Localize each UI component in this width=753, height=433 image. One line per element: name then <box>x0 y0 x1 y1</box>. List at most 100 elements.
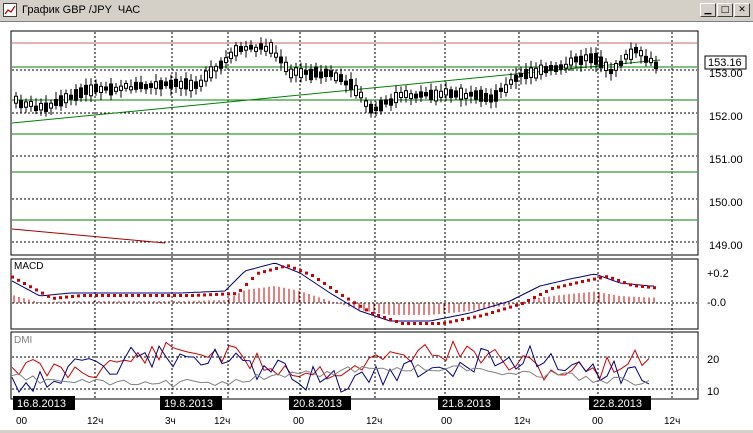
candle-body <box>444 88 448 96</box>
candle-body <box>654 61 658 69</box>
candle-body <box>539 64 543 75</box>
price-panel[interactable] <box>10 30 699 256</box>
date-label: 19.8.2013 <box>164 398 213 410</box>
candle-body <box>579 55 583 66</box>
macd-signal-dot <box>485 312 488 316</box>
candle-body <box>574 56 578 63</box>
candle-body <box>79 87 83 99</box>
window-titlebar[interactable]: График GBP /JPY ЧАС ▁ □ ✕ <box>0 0 753 22</box>
macd-signal-dot <box>65 295 68 299</box>
current-price-box <box>704 55 747 70</box>
macd-signal-dot <box>647 285 650 289</box>
macd-signal-dot <box>113 294 116 297</box>
macd-signal-dot <box>53 296 56 300</box>
dmi-minus-line <box>11 344 650 393</box>
macd-signal-dot <box>341 294 344 297</box>
macd-signal-dot <box>329 286 332 289</box>
candle-body <box>324 68 328 78</box>
candle-body <box>149 83 153 89</box>
macd-signal-dot <box>389 318 392 321</box>
macd-signal-dot <box>17 278 20 282</box>
candle-body <box>209 66 213 79</box>
hour-label: 12ч <box>214 416 230 427</box>
candle-body <box>204 70 208 82</box>
candle-body <box>229 51 233 59</box>
candle-body <box>179 80 183 89</box>
dmi-label-20: 20 <box>707 354 719 366</box>
macd-signal-dot <box>137 294 140 297</box>
macd-signal-dot <box>269 268 272 272</box>
macd-signal-dot <box>443 321 446 325</box>
candle-body <box>164 81 168 87</box>
macd-signal-dot <box>461 318 464 321</box>
macd-signal-dot <box>635 284 638 288</box>
candle-body <box>39 102 43 111</box>
macd-signal-dot <box>197 293 200 297</box>
candle-body <box>529 67 533 78</box>
candle-body <box>94 83 98 93</box>
macd-series <box>11 262 656 325</box>
candle-body <box>169 79 173 89</box>
candle-body <box>319 71 323 79</box>
macd-signal-dot <box>41 291 44 295</box>
macd-signal-dot <box>545 290 548 293</box>
chart-canvas[interactable]: 153.00 152.00 151.00 150.00 149.00 153.1… <box>0 23 753 430</box>
candle-body <box>564 63 568 69</box>
candle-body <box>54 99 58 106</box>
macd-signal-dot <box>569 282 572 286</box>
macd-signal-dot <box>431 322 434 325</box>
macd-signal-dot <box>539 293 542 296</box>
macd-signal-dot <box>437 322 440 325</box>
macd-signal-dot <box>215 292 218 296</box>
chart-area[interactable]: 153.00 152.00 151.00 150.00 149.00 153.1… <box>0 22 753 430</box>
candle-body <box>129 86 133 91</box>
maximize-button[interactable]: □ <box>717 3 733 17</box>
macd-signal-dot <box>155 294 158 297</box>
macd-signal-dot <box>173 294 176 297</box>
candle-body <box>489 94 493 103</box>
candle-body <box>309 68 313 81</box>
macd-signal-dot <box>371 312 374 315</box>
minimize-button[interactable]: ▁ <box>700 3 716 17</box>
price-label-153: 153.00 <box>709 68 743 80</box>
candle-body <box>469 91 473 97</box>
candle-body <box>514 74 518 82</box>
date-label: 22.8.2013 <box>593 398 642 410</box>
candle-body <box>329 70 333 77</box>
macd-signal-dot <box>125 294 128 297</box>
macd-signal-dot <box>395 320 398 323</box>
hour-label: 00 <box>441 416 453 427</box>
date-label: 16.8.2013 <box>17 398 66 410</box>
hour-label: 00 <box>16 416 28 427</box>
macd-signal-dot <box>479 314 482 318</box>
macd-signal-dot <box>509 305 512 309</box>
macd-signal-dot <box>365 308 368 312</box>
macd-signal-dot <box>161 294 164 297</box>
macd-signal-dot <box>353 301 356 305</box>
date-marker: 19.8.2013 <box>160 396 222 410</box>
macd-signal-dot <box>557 285 560 289</box>
candle-body <box>409 93 413 100</box>
macd-signal-dot <box>491 311 494 314</box>
candle-body <box>244 46 248 51</box>
price-label-152: 152.00 <box>709 111 743 123</box>
adx-line <box>11 363 650 388</box>
candle-body <box>99 85 103 93</box>
macd-signal-dot <box>449 320 452 324</box>
macd-signal-dot <box>89 294 92 297</box>
hour-label: 00 <box>293 416 305 427</box>
macd-signal-dot <box>71 295 74 298</box>
close-button[interactable]: ✕ <box>734 3 750 17</box>
candle-body <box>479 89 483 102</box>
hour-label: 12ч <box>366 416 382 427</box>
candle-body <box>509 79 513 85</box>
candle-body <box>549 65 553 71</box>
candle-body <box>364 100 368 107</box>
candle-body <box>624 53 628 60</box>
candle-body <box>639 50 643 57</box>
macd-signal-dot <box>611 276 614 280</box>
macd-signal-dot <box>593 277 596 281</box>
candle-body <box>584 54 588 62</box>
macd-signal-dot <box>281 265 284 269</box>
candle-body <box>519 73 523 78</box>
